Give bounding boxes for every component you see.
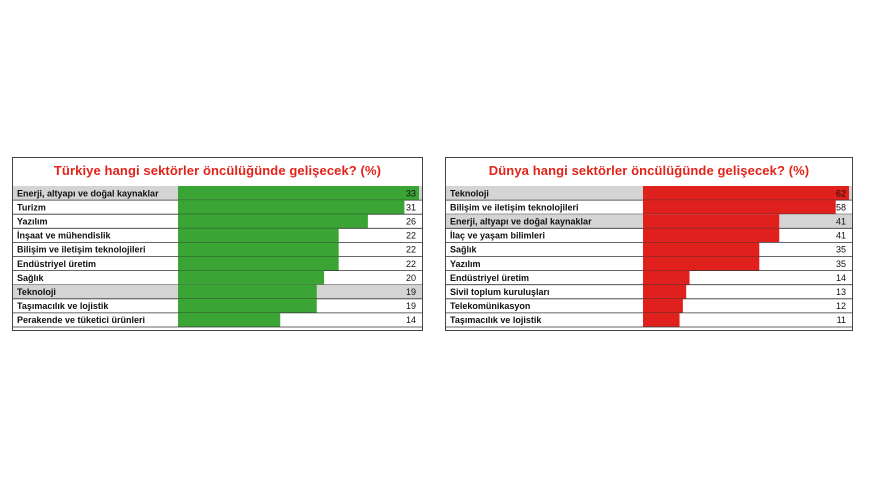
bar <box>178 186 419 201</box>
bar <box>178 200 405 215</box>
value-label: 13 <box>836 287 846 297</box>
category-label: Sağlık <box>450 245 478 255</box>
category-label: Sivil toplum kuruluşları <box>450 287 550 297</box>
value-label: 22 <box>406 259 416 269</box>
category-label: Yazılım <box>450 259 481 269</box>
category-label: Perakende ve tüketici ürünleri <box>17 315 145 325</box>
category-label: Endüstriyel üretim <box>450 273 529 283</box>
value-label: 41 <box>836 217 846 227</box>
value-label: 11 <box>837 315 846 325</box>
bar <box>178 284 317 299</box>
value-label: 12 <box>836 301 846 311</box>
bar <box>178 270 325 285</box>
value-label: 22 <box>406 231 416 241</box>
category-label: Yazılım <box>17 217 48 227</box>
bar <box>178 242 339 257</box>
category-label: Bilişim ve iletişim teknolojileri <box>17 245 146 255</box>
bar <box>643 242 760 257</box>
bar <box>178 228 339 243</box>
category-label: Sağlık <box>17 273 45 283</box>
category-label: Teknoloji <box>450 188 489 198</box>
bar <box>178 312 281 327</box>
value-label: 19 <box>406 301 416 311</box>
bar <box>643 214 780 229</box>
value-label: 58 <box>836 202 846 212</box>
category-label: Taşımacılık ve lojistik <box>450 315 542 325</box>
category-label: Endüstriyel üretim <box>17 259 96 269</box>
value-label: 35 <box>836 245 846 255</box>
value-label: 20 <box>406 273 416 283</box>
value-label: 26 <box>406 217 416 227</box>
bar <box>643 256 760 271</box>
value-label: 33 <box>406 188 416 198</box>
value-label: 35 <box>836 259 846 269</box>
bar <box>643 228 780 243</box>
bar <box>178 298 317 313</box>
value-label: 62 <box>836 188 846 198</box>
turkey-sector-chart: Türkiye hangi sektörler öncülüğünde geli… <box>12 157 423 331</box>
category-label: İnşaat ve mühendislik <box>17 231 112 241</box>
category-label: Enerji, altyapı ve doğal kaynaklar <box>450 217 592 227</box>
value-label: 19 <box>406 287 416 297</box>
category-label: İlaç ve yaşam bilimleri <box>450 231 545 241</box>
chart-title: Türkiye hangi sektörler öncülüğünde geli… <box>53 163 382 178</box>
category-label: Turizm <box>17 202 46 212</box>
bar <box>643 270 690 285</box>
category-label: Teknoloji <box>17 287 56 297</box>
value-label: 41 <box>836 231 846 241</box>
bar <box>643 200 836 215</box>
value-label: 31 <box>406 202 416 212</box>
value-label: 14 <box>836 273 846 283</box>
bar <box>643 312 680 327</box>
category-label: Taşımacılık ve lojistik <box>17 301 109 311</box>
category-label: Enerji, altyapı ve doğal kaynaklar <box>17 188 159 198</box>
value-label: 14 <box>406 315 416 325</box>
bar <box>178 214 368 229</box>
category-label: Bilişim ve iletişim teknolojileri <box>450 202 579 212</box>
category-label: Telekomünikasyon <box>450 301 530 311</box>
value-label: 22 <box>406 245 416 255</box>
chart-title: Dünya hangi sektörler öncülüğünde gelişe… <box>488 163 810 178</box>
bar <box>178 256 339 271</box>
bar <box>643 284 687 299</box>
world-bars: Teknoloji 62 Bilişim ve iletişim teknoloji… <box>446 186 852 328</box>
world-sector-chart: Dünya hangi sektörler öncülüğünde gelişe… <box>445 157 853 331</box>
turkey-bars: Enerji, altyapı ve doğal kaynaklar 33 Turi… <box>13 186 422 328</box>
bar <box>643 298 683 313</box>
bar <box>643 186 849 201</box>
